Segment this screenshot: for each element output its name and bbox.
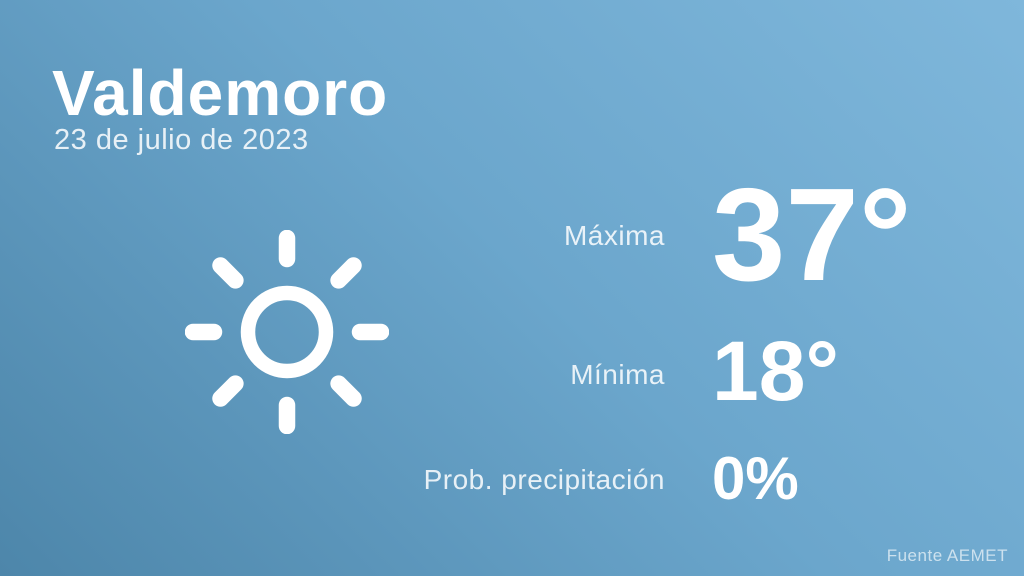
max-temperature-label: Máxima	[563, 220, 665, 251]
precipitation-probability-value: 0%	[712, 445, 799, 512]
forecast-date: 23 de julio de 2023	[54, 124, 309, 156]
max-temperature-value: 37°	[712, 161, 912, 308]
data-source-attribution: Fuente AEMET	[886, 546, 1008, 565]
min-temperature-value: 18°	[712, 324, 840, 418]
sun-icon	[185, 230, 389, 434]
min-temperature-label: Mínima	[570, 359, 665, 390]
precipitation-probability-label: Prob. precipitación	[423, 464, 665, 495]
location-title: Valdemoro	[52, 57, 389, 129]
